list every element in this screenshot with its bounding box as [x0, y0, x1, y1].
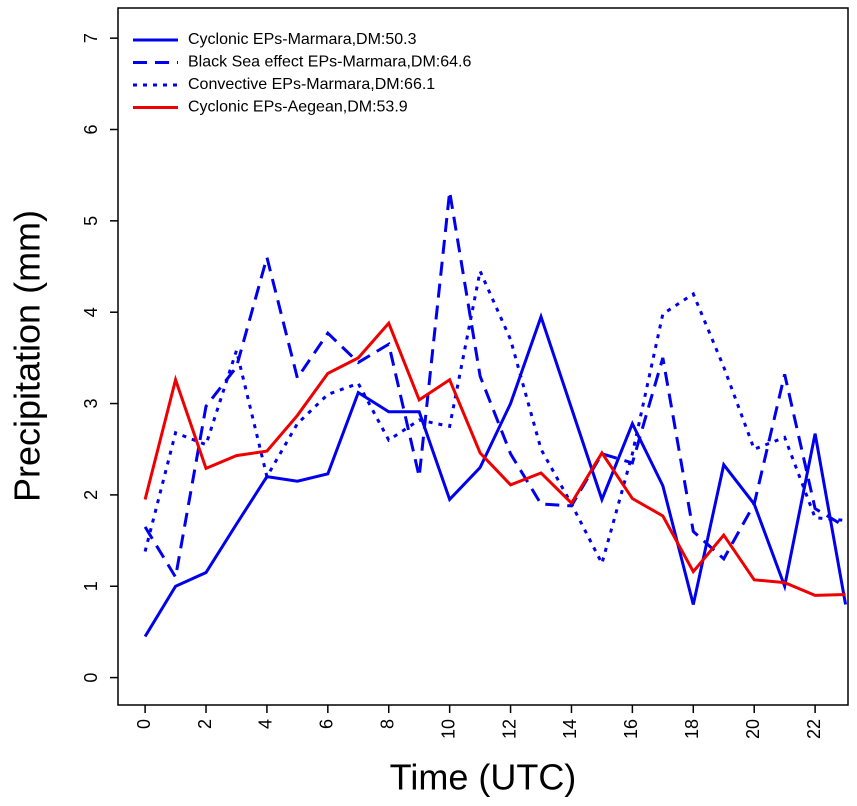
y-tick-label: 4 [81, 307, 101, 317]
legend-label: Black Sea effect EPs-Marmara,DM:64.6 [188, 54, 471, 71]
x-tick-label: 20 [743, 719, 763, 739]
y-tick-label: 3 [81, 399, 101, 409]
y-axis-title: Precipitation (mm) [7, 210, 48, 502]
x-tick-label: 6 [317, 719, 337, 729]
legend-label: Cyclonic EPs-Marmara,DM:50.3 [188, 31, 417, 48]
series-line [143, 266, 846, 568]
x-tick-label: 22 [804, 719, 824, 739]
plot-frame [117, 7, 849, 706]
x-tick-label: 18 [682, 719, 702, 739]
x-tick-label: 8 [377, 719, 397, 729]
x-tick-label: 16 [621, 719, 641, 739]
x-tick-label: 12 [499, 719, 519, 739]
x-tick-label: 2 [195, 719, 215, 729]
x-tick-label: 10 [438, 719, 458, 739]
x-axis-title: Time (UTC) [390, 757, 577, 798]
legend-label: Convective EPs-Marmara,DM:66.1 [188, 76, 435, 93]
series-line [143, 191, 847, 582]
y-tick-label: 0 [81, 673, 101, 683]
series-line [143, 312, 848, 638]
y-tick-label: 5 [81, 216, 101, 226]
x-tick-label: 0 [134, 719, 154, 729]
y-tick-label: 1 [81, 581, 101, 591]
y-tick-label: 7 [81, 33, 101, 43]
y-tick-label: 2 [81, 490, 101, 500]
x-tick-label: 14 [560, 719, 580, 739]
x-tick-label: 4 [256, 719, 276, 729]
legend-label: Cyclonic EPs-Aegean,DM:53.9 [188, 99, 408, 116]
series-line [143, 320, 846, 597]
y-tick-label: 6 [81, 124, 101, 134]
